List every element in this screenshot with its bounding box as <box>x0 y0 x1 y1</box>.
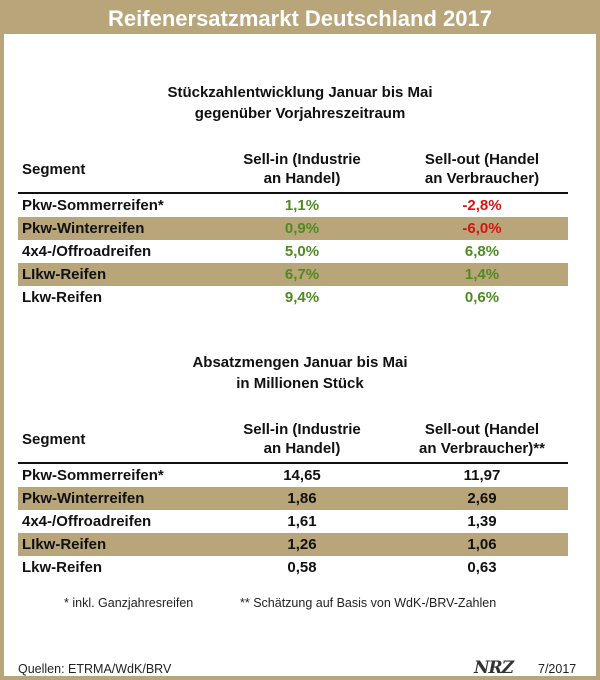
table-row: LIkw-Reifen 1,26 1,06 <box>18 533 568 556</box>
section1-title-line2: gegenüber Vorjahreszeitraum <box>194 105 406 122</box>
header-segment: Segment <box>22 431 86 448</box>
section2-title-line1: Absatzmengen Januar bis Mai <box>192 354 408 371</box>
nrz-logo: NRZ <box>474 658 514 678</box>
row-segment: Pkw-Winterreifen <box>22 490 145 507</box>
header-sell-out-line2: an Verbraucher) <box>424 170 540 187</box>
row-sell-in: 9,4% <box>284 289 320 306</box>
table-row: Pkw-Sommerreifen* 1,1% -2,8% <box>18 194 568 217</box>
table-row: Pkw-Winterreifen 1,86 2,69 <box>18 487 568 510</box>
section1-title-line1: Stückzahlentwicklung Januar bis Mai <box>167 84 433 101</box>
row-sell-out: 0,6% <box>464 289 500 306</box>
table-volumes: Segment Sell-in (Industrie an Handel) Se… <box>18 418 568 579</box>
header-sell-in: Sell-in (Industrie an Handel) <box>212 150 392 188</box>
row-sell-out: 11,97 <box>463 467 501 484</box>
row-sell-out: 1,4% <box>464 266 500 283</box>
header-sell-out-line1: Sell-out (Handel <box>424 151 540 168</box>
row-sell-in: 14,65 <box>283 467 321 484</box>
header-rule <box>18 462 568 464</box>
header-sell-in: Sell-in (Industrie an Handel) <box>212 420 392 458</box>
footnote-estimate: ** Schätzung auf Basis von WdK-/BRV-Zahl… <box>240 596 497 610</box>
table-row: 4x4-/Offroadreifen 5,0% 6,8% <box>18 240 568 263</box>
row-segment: LIkw-Reifen <box>22 266 107 283</box>
header-sell-in-line2: an Handel) <box>263 170 341 187</box>
header-rule <box>18 192 568 194</box>
row-sell-in: 5,0% <box>284 243 320 260</box>
table-header: Segment Sell-in (Industrie an Handel) Se… <box>18 418 568 462</box>
row-sell-in: 6,7% <box>284 266 320 283</box>
row-segment: Lkw-Reifen <box>22 559 103 576</box>
header-sell-in-line2: an Handel) <box>263 440 341 457</box>
row-sell-in: 0,9% <box>284 220 320 237</box>
row-sell-in: 1,1% <box>284 197 320 214</box>
row-sell-in: 1,61 <box>287 513 317 530</box>
row-sell-out: 0,63 <box>467 559 497 576</box>
table-row: Pkw-Winterreifen 0,9% -6,0% <box>18 217 568 240</box>
row-sell-in: 1,26 <box>287 536 317 553</box>
row-sell-out: 2,69 <box>467 490 497 507</box>
table-row: Pkw-Sommerreifen* 14,65 11,97 <box>18 464 568 487</box>
table-growth: Segment Sell-in (Industrie an Handel) Se… <box>18 148 568 309</box>
row-segment: Pkw-Winterreifen <box>22 220 145 237</box>
section2-title-line2: in Millionen Stück <box>236 375 364 392</box>
header-sell-in-line1: Sell-in (Industrie <box>243 421 361 438</box>
row-segment: 4x4-/Offroadreifen <box>22 243 152 260</box>
table-row: Lkw-Reifen 9,4% 0,6% <box>18 286 568 309</box>
footnote-all-season: * inkl. Ganzjahresreifen <box>64 596 194 610</box>
table-row: LIkw-Reifen 6,7% 1,4% <box>18 263 568 286</box>
row-segment: LIkw-Reifen <box>22 536 107 553</box>
header-sell-out: Sell-out (Handel an Verbraucher)** <box>392 420 572 458</box>
row-sell-in: 0,58 <box>287 559 317 576</box>
header-segment: Segment <box>22 161 86 178</box>
source-line: Quellen: ETRMA/WdK/BRV <box>18 662 172 676</box>
row-sell-out: -6,0% <box>462 220 502 237</box>
page-title: Reifenersatzmarkt Deutschland 2017 <box>4 4 596 34</box>
row-segment: 4x4-/Offroadreifen <box>22 513 152 530</box>
header-sell-out: Sell-out (Handel an Verbraucher) <box>392 150 572 188</box>
table-row: 4x4-/Offroadreifen 1,61 1,39 <box>18 510 568 533</box>
row-segment: Pkw-Sommerreifen* <box>22 197 164 214</box>
table-header: Segment Sell-in (Industrie an Handel) Se… <box>18 148 568 192</box>
row-sell-out: 1,06 <box>467 536 497 553</box>
header-sell-out-line1: Sell-out (Handel <box>424 421 540 438</box>
issue-date: 7/2017 <box>538 662 577 676</box>
row-sell-in: 1,86 <box>287 490 317 507</box>
row-sell-out: -2,8% <box>462 197 502 214</box>
row-sell-out: 1,39 <box>467 513 497 530</box>
header-sell-out-line2: an Verbraucher)** <box>419 440 545 457</box>
row-segment: Lkw-Reifen <box>22 289 103 306</box>
header-sell-in-line1: Sell-in (Industrie <box>243 151 361 168</box>
row-segment: Pkw-Sommerreifen* <box>22 467 164 484</box>
row-sell-out: 6,8% <box>464 243 500 260</box>
table-row: Lkw-Reifen 0,58 0,63 <box>18 556 568 579</box>
